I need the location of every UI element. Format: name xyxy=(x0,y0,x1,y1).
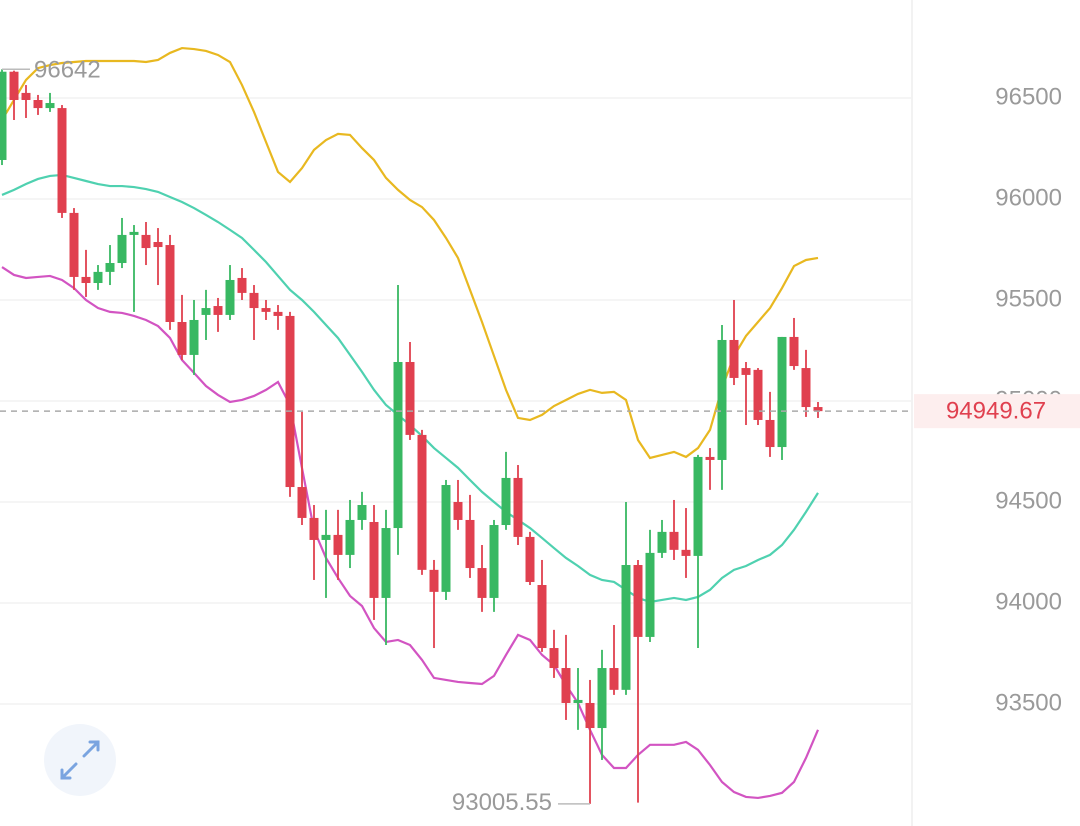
y-tick-label: 93500 xyxy=(995,689,1062,716)
candle-body xyxy=(213,306,223,315)
candle-body xyxy=(237,277,247,293)
candle-body xyxy=(57,108,67,213)
candle-body xyxy=(621,565,631,690)
candle-body xyxy=(417,434,427,570)
candle-body xyxy=(765,419,775,448)
candle-body xyxy=(429,569,439,592)
candles xyxy=(0,69,823,804)
candle-body xyxy=(501,477,511,526)
y-tick-label: 95500 xyxy=(995,285,1062,312)
y-tick-label: 94000 xyxy=(995,588,1062,615)
candle-body xyxy=(273,311,283,316)
candle-body xyxy=(549,648,559,669)
expand-circle[interactable] xyxy=(44,724,116,796)
candle-body xyxy=(9,71,19,100)
expand-icon[interactable] xyxy=(60,740,100,780)
candle-body xyxy=(225,279,235,315)
candle-body xyxy=(453,501,463,520)
candle-body xyxy=(177,321,187,355)
candle-body xyxy=(357,505,367,520)
candle-body xyxy=(777,336,787,448)
candle-body xyxy=(585,702,595,729)
candle-body xyxy=(381,528,391,598)
candle-body xyxy=(741,368,751,375)
candle-body xyxy=(681,549,691,556)
candle-body xyxy=(69,212,79,277)
price-tag xyxy=(914,394,1080,429)
candle-body xyxy=(297,487,307,518)
candle-body xyxy=(321,534,331,540)
candle-body xyxy=(729,339,739,378)
candle-body xyxy=(753,369,763,420)
candle-body xyxy=(537,585,547,649)
candle-body xyxy=(93,271,103,284)
candle-body xyxy=(801,368,811,408)
candle-body xyxy=(309,517,319,540)
y-tick-label: 96500 xyxy=(995,83,1062,110)
candle-body xyxy=(117,234,127,264)
candle-body xyxy=(489,525,499,598)
candle-body xyxy=(189,319,199,355)
y-tick-label: 96000 xyxy=(995,184,1062,211)
candle-body xyxy=(393,361,403,529)
candle-body xyxy=(333,534,343,555)
band-lower xyxy=(1,266,820,800)
candle-body xyxy=(129,231,139,235)
candle-body xyxy=(465,519,475,569)
price-label: 94949.67 xyxy=(946,397,1046,424)
candle-body xyxy=(441,485,451,592)
candle-body xyxy=(345,519,355,555)
candle-body xyxy=(33,99,43,109)
candle-body xyxy=(21,92,31,100)
candle-body xyxy=(573,699,583,703)
candle-body xyxy=(165,245,175,322)
candle-body xyxy=(105,263,115,272)
candle-body xyxy=(717,339,727,460)
candle-body xyxy=(45,103,55,109)
candle-body xyxy=(261,308,271,312)
candle-body xyxy=(153,242,163,248)
candle-body xyxy=(249,292,259,309)
candle-body xyxy=(693,456,703,556)
candle-body xyxy=(477,568,487,598)
overlay: 96642 93005.55 94949.67 xyxy=(0,57,1080,816)
candle-body xyxy=(285,315,295,488)
candle-body xyxy=(561,668,571,703)
candle-body xyxy=(609,668,619,690)
grid: 93500940009450095000955009600096500 xyxy=(0,83,1062,716)
candle-body xyxy=(657,531,667,553)
candle-body xyxy=(405,361,415,435)
expand-button[interactable] xyxy=(44,724,116,796)
candle-body xyxy=(0,71,7,160)
candle-body xyxy=(645,552,655,637)
candle-body xyxy=(513,477,523,537)
candle-body xyxy=(633,565,643,637)
candle-body xyxy=(81,276,91,284)
min-label: 93005.55 xyxy=(452,789,552,816)
candle-body xyxy=(669,531,679,550)
y-tick-label: 94500 xyxy=(995,487,1062,514)
candle-body xyxy=(705,456,715,460)
band-upper xyxy=(1,46,819,460)
candle-body xyxy=(789,336,799,367)
candle-body xyxy=(813,407,823,412)
candle-body xyxy=(369,521,379,598)
candle-body xyxy=(597,668,607,729)
max-label: 96642 xyxy=(34,57,101,84)
candle-body xyxy=(525,536,535,582)
candle-body xyxy=(141,234,151,249)
candle-body xyxy=(201,308,211,315)
